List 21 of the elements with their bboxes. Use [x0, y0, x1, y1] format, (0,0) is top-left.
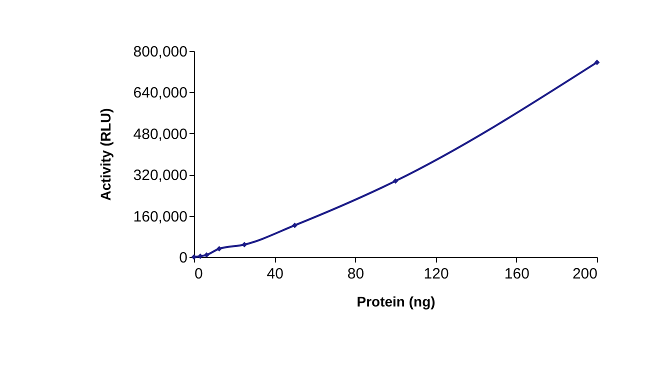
- y-tick-label: 160,000: [133, 208, 188, 226]
- y-axis-title: Activity (RLU): [97, 108, 114, 201]
- point: [204, 252, 210, 258]
- point: [198, 253, 204, 259]
- x-tick-label: 120: [424, 266, 449, 282]
- x-axis-title: Protein (ng): [356, 294, 436, 310]
- point: [392, 178, 398, 184]
- point: [242, 242, 248, 248]
- x-tick-label: 160: [504, 266, 530, 282]
- x-tick-label: 200: [572, 266, 598, 282]
- point: [594, 60, 600, 66]
- point: [216, 246, 222, 252]
- x-tick-label: 40: [266, 266, 284, 282]
- y-tick-label: 480,000: [133, 126, 188, 143]
- point: [292, 222, 298, 228]
- y-tick-label: 640,000: [133, 84, 188, 102]
- y-tick-label: 0: [179, 250, 188, 266]
- x-tick-label: 80: [347, 266, 364, 282]
- y-tick-label: 800,000: [133, 44, 188, 60]
- y-tick-label: 320,000: [133, 167, 188, 184]
- x-tick-label: 0: [194, 266, 203, 282]
